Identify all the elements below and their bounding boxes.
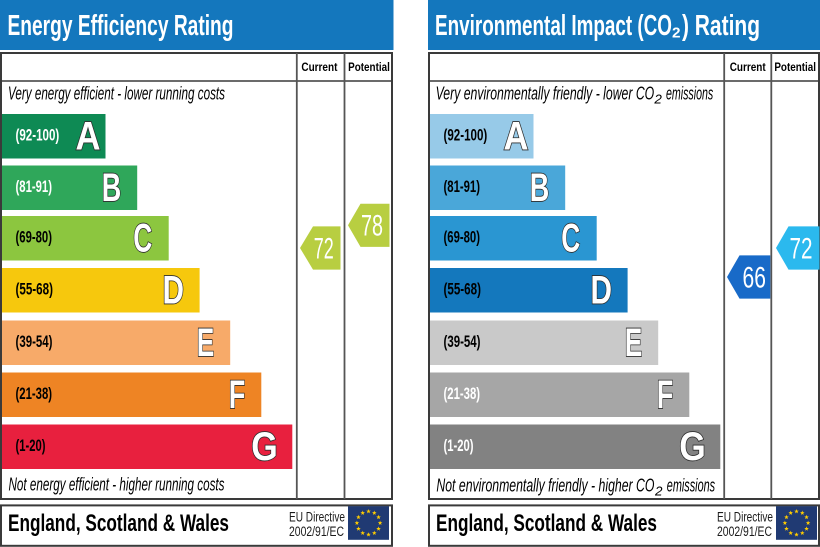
svg-text:A: A <box>76 114 101 158</box>
svg-text:England, Scotland & Wales: England, Scotland & Wales <box>436 510 657 537</box>
svg-text:(69-80): (69-80) <box>16 227 53 246</box>
svg-text:G: G <box>251 425 278 469</box>
svg-text:(1-20): (1-20) <box>444 436 474 455</box>
svg-text:(55-68): (55-68) <box>16 279 54 298</box>
svg-text:E: E <box>625 321 643 365</box>
svg-text:emissions: emissions <box>666 84 713 104</box>
svg-text:F: F <box>229 373 246 417</box>
svg-text:G: G <box>679 425 706 469</box>
svg-text:England, Scotland & Wales: England, Scotland & Wales <box>8 510 229 537</box>
svg-text:Potential: Potential <box>774 60 816 74</box>
svg-text:66: 66 <box>743 261 766 294</box>
svg-text:C: C <box>561 216 580 260</box>
svg-text:(1-20): (1-20) <box>16 436 46 455</box>
svg-text:C: C <box>133 216 152 260</box>
svg-text:Environmental Impact (CO: Environmental Impact (CO <box>435 10 672 42</box>
svg-text:72: 72 <box>314 232 334 265</box>
svg-text:Not energy efficient - higher: Not energy efficient - higher running co… <box>9 475 225 495</box>
svg-text:EU Directive: EU Directive <box>717 509 773 525</box>
svg-text:EU Directive: EU Directive <box>289 509 345 525</box>
svg-text:Energy Efficiency Rating: Energy Efficiency Rating <box>8 10 234 42</box>
svg-text:2: 2 <box>654 485 663 499</box>
svg-text:Current: Current <box>301 60 337 74</box>
svg-text:2: 2 <box>672 25 681 42</box>
svg-text:(81-91): (81-91) <box>16 177 53 196</box>
svg-text:72: 72 <box>790 232 813 265</box>
svg-text:D: D <box>591 268 613 312</box>
svg-text:Potential: Potential <box>348 60 390 74</box>
svg-text:(21-38): (21-38) <box>444 384 481 403</box>
svg-text:(39-54): (39-54) <box>444 332 481 351</box>
svg-text:A: A <box>504 114 529 158</box>
svg-text:(69-80): (69-80) <box>444 227 481 246</box>
svg-text:E: E <box>197 321 215 365</box>
svg-text:2: 2 <box>653 93 662 107</box>
svg-text:F: F <box>657 373 674 417</box>
svg-text:(92-100): (92-100) <box>444 125 488 144</box>
svg-text:78: 78 <box>361 210 383 243</box>
svg-text:(92-100): (92-100) <box>16 125 60 144</box>
svg-text:2002/91/EC: 2002/91/EC <box>289 524 344 540</box>
svg-text:Very environmentally friendly: Very environmentally friendly - lower CO <box>436 84 655 104</box>
svg-text:B: B <box>102 166 122 210</box>
svg-text:Very energy efficient - lower: Very energy efficient - lower running co… <box>8 84 225 104</box>
svg-text:) Rating: ) Rating <box>682 10 760 42</box>
svg-text:D: D <box>163 268 185 312</box>
svg-text:2002/91/EC: 2002/91/EC <box>717 524 772 540</box>
svg-text:(39-54): (39-54) <box>16 332 53 351</box>
svg-text:Current: Current <box>730 60 766 74</box>
svg-text:B: B <box>530 166 550 210</box>
svg-text:Not environmentally friendly -: Not environmentally friendly - higher CO <box>436 476 654 496</box>
svg-text:(81-91): (81-91) <box>444 177 481 196</box>
svg-text:(21-38): (21-38) <box>16 384 53 403</box>
svg-text:(55-68): (55-68) <box>444 279 482 298</box>
svg-text:emissions: emissions <box>667 476 715 496</box>
